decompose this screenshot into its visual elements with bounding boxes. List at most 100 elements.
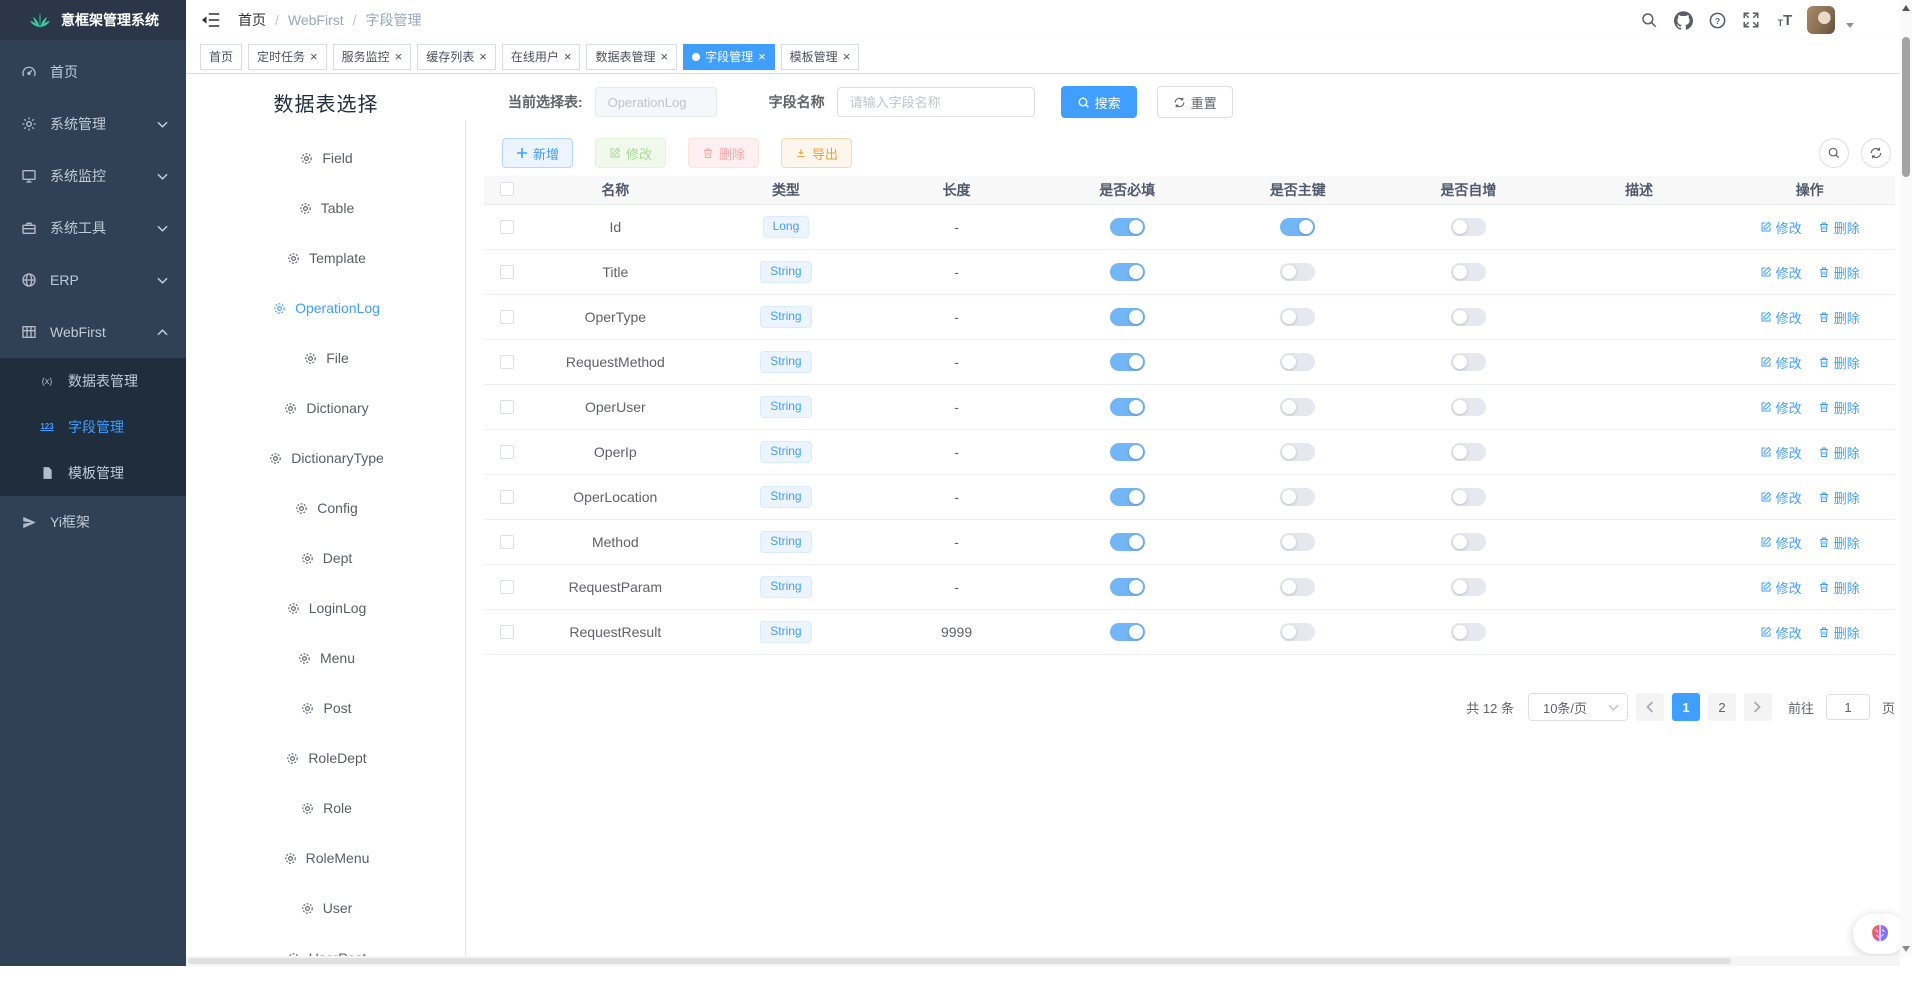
auto-increment-toggle[interactable] bbox=[1450, 443, 1486, 461]
export-button[interactable]: 导出 bbox=[781, 138, 853, 168]
auto-increment-toggle[interactable] bbox=[1450, 623, 1486, 641]
tab-6[interactable]: 字段管理 × bbox=[683, 43, 775, 70]
row-checkbox[interactable] bbox=[500, 310, 514, 324]
help-icon[interactable]: ? bbox=[1705, 8, 1729, 32]
table-select-item-Role[interactable]: Role bbox=[186, 783, 466, 833]
collapse-sidebar-icon[interactable] bbox=[200, 9, 222, 31]
delete-button[interactable]: 删除 bbox=[688, 138, 760, 168]
edit-link[interactable]: 修改 bbox=[1760, 578, 1802, 597]
table-select-item-OperationLog[interactable]: OperationLog bbox=[186, 283, 466, 333]
search-icon[interactable] bbox=[1637, 8, 1661, 32]
assistant-fab[interactable] bbox=[1853, 914, 1907, 954]
select-all-checkbox[interactable] bbox=[500, 181, 514, 196]
required-toggle[interactable] bbox=[1109, 443, 1145, 461]
tab-7[interactable]: 模板管理 × bbox=[780, 43, 860, 70]
row-checkbox[interactable] bbox=[500, 490, 514, 504]
primary-key-toggle[interactable] bbox=[1280, 533, 1316, 551]
sidebar-item-0[interactable]: 首页 bbox=[0, 46, 186, 98]
primary-key-toggle[interactable] bbox=[1280, 308, 1316, 326]
table-select-item-Menu[interactable]: Menu bbox=[186, 633, 466, 683]
user-avatar[interactable] bbox=[1807, 6, 1835, 34]
sidebar-item-5-0[interactable]: (x) 数据表管理 bbox=[0, 358, 186, 404]
edit-link[interactable]: 修改 bbox=[1760, 488, 1802, 507]
required-toggle[interactable] bbox=[1109, 623, 1145, 641]
table-select-item-User[interactable]: User bbox=[186, 883, 466, 933]
edit-link[interactable]: 修改 bbox=[1760, 623, 1802, 642]
table-select-item-Dept[interactable]: Dept bbox=[186, 533, 466, 583]
row-checkbox[interactable] bbox=[500, 580, 514, 594]
required-toggle[interactable] bbox=[1109, 353, 1145, 371]
required-toggle[interactable] bbox=[1109, 218, 1145, 236]
close-icon[interactable]: × bbox=[660, 49, 669, 64]
edit-button[interactable]: 修改 bbox=[595, 138, 667, 168]
auto-increment-toggle[interactable] bbox=[1450, 578, 1486, 596]
close-icon[interactable]: × bbox=[842, 49, 851, 64]
sidebar-item-5-1[interactable]: 123 字段管理 bbox=[0, 404, 186, 450]
required-toggle[interactable] bbox=[1109, 533, 1145, 551]
close-icon[interactable]: × bbox=[310, 49, 318, 64]
close-icon[interactable]: × bbox=[394, 49, 403, 64]
tab-1[interactable]: 定时任务 × bbox=[248, 43, 327, 70]
edit-link[interactable]: 修改 bbox=[1760, 353, 1802, 372]
delete-link[interactable]: 删除 bbox=[1818, 308, 1860, 327]
sidebar-item-1[interactable]: 系统管理 bbox=[0, 98, 186, 150]
row-checkbox[interactable] bbox=[500, 400, 514, 414]
search-button[interactable]: 搜索 bbox=[1060, 86, 1137, 118]
page-number-2[interactable]: 2 bbox=[1707, 693, 1736, 721]
edit-link[interactable]: 修改 bbox=[1760, 218, 1802, 237]
table-select-item-Config[interactable]: Config bbox=[186, 483, 466, 533]
tab-0[interactable]: 首页 bbox=[200, 43, 243, 70]
sidebar-item-5-2[interactable]: 模板管理 bbox=[0, 450, 186, 496]
edit-link[interactable]: 修改 bbox=[1760, 308, 1802, 327]
tab-3[interactable]: 缓存列表 × bbox=[417, 43, 496, 70]
github-icon[interactable] bbox=[1671, 8, 1695, 32]
prev-page-button[interactable] bbox=[1635, 693, 1664, 721]
primary-key-toggle[interactable] bbox=[1280, 353, 1316, 371]
primary-key-toggle[interactable] bbox=[1280, 623, 1316, 641]
delete-link[interactable]: 删除 bbox=[1818, 353, 1860, 372]
row-checkbox[interactable] bbox=[500, 445, 514, 459]
close-icon[interactable]: × bbox=[563, 49, 572, 64]
primary-key-toggle[interactable] bbox=[1280, 443, 1316, 461]
close-icon[interactable]: × bbox=[479, 49, 487, 64]
goto-page-input[interactable] bbox=[1825, 694, 1870, 720]
auto-increment-toggle[interactable] bbox=[1450, 308, 1486, 326]
delete-link[interactable]: 删除 bbox=[1818, 488, 1860, 507]
primary-key-toggle[interactable] bbox=[1280, 578, 1316, 596]
vertical-scrollbar-thumb[interactable] bbox=[1902, 37, 1910, 177]
required-toggle[interactable] bbox=[1109, 578, 1145, 596]
page-size-select[interactable]: 10条/页 bbox=[1527, 693, 1628, 721]
edit-link[interactable]: 修改 bbox=[1760, 263, 1802, 282]
tab-2[interactable]: 服务监控 × bbox=[332, 43, 412, 70]
table-select-item-Post[interactable]: Post bbox=[186, 683, 466, 733]
delete-link[interactable]: 删除 bbox=[1818, 218, 1860, 237]
horizontal-scrollbar-thumb[interactable] bbox=[188, 958, 1731, 964]
table-select-item-Table[interactable]: Table bbox=[186, 183, 466, 233]
delete-link[interactable]: 删除 bbox=[1818, 398, 1860, 417]
avatar-caret-down-icon[interactable] bbox=[1846, 22, 1854, 28]
vertical-scrollbar[interactable] bbox=[1900, 0, 1912, 956]
sidebar-item-3[interactable]: 系统工具 bbox=[0, 202, 186, 254]
auto-increment-toggle[interactable] bbox=[1450, 398, 1486, 416]
tab-4[interactable]: 在线用户 × bbox=[501, 43, 581, 70]
delete-link[interactable]: 删除 bbox=[1818, 443, 1860, 462]
breadcrumb-home[interactable]: 首页 bbox=[238, 12, 266, 28]
table-select-item-Dictionary[interactable]: Dictionary bbox=[186, 383, 466, 433]
row-checkbox[interactable] bbox=[500, 625, 514, 639]
scroll-down-arrow-icon[interactable] bbox=[1902, 946, 1910, 952]
primary-key-toggle[interactable] bbox=[1280, 488, 1316, 506]
table-search-toggle-icon[interactable] bbox=[1819, 138, 1849, 168]
table-select-item-DictionaryType[interactable]: DictionaryType bbox=[186, 433, 466, 483]
next-page-button[interactable] bbox=[1743, 693, 1772, 721]
page-number-1[interactable]: 1 bbox=[1671, 693, 1700, 721]
table-refresh-icon[interactable] bbox=[1861, 138, 1891, 168]
table-select-item-Template[interactable]: Template bbox=[186, 233, 466, 283]
edit-link[interactable]: 修改 bbox=[1760, 533, 1802, 552]
auto-increment-toggle[interactable] bbox=[1450, 263, 1486, 281]
auto-increment-toggle[interactable] bbox=[1450, 353, 1486, 371]
reset-button[interactable]: 重置 bbox=[1156, 86, 1233, 118]
primary-key-toggle[interactable] bbox=[1280, 218, 1316, 236]
table-select-item-Field[interactable]: Field bbox=[186, 133, 466, 183]
edit-link[interactable]: 修改 bbox=[1760, 443, 1802, 462]
